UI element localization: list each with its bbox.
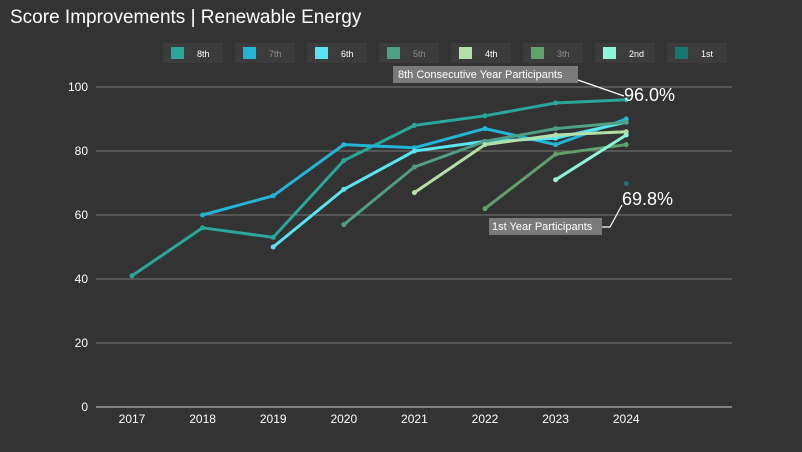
- legend-label: 6th: [341, 49, 354, 59]
- data-point: [623, 119, 629, 125]
- data-point: [553, 151, 559, 157]
- legend-swatch: [603, 47, 616, 59]
- data-point: [482, 113, 488, 119]
- legend-swatch: [459, 47, 472, 59]
- data-point: [411, 164, 417, 170]
- series-line: [554, 133, 628, 182]
- series-3th: [482, 142, 629, 212]
- legend-item-7th: 7th: [235, 43, 295, 63]
- annotation-value: 96.0%: [624, 85, 675, 105]
- y-tick-label: 0: [81, 400, 88, 414]
- data-point: [270, 234, 276, 240]
- legend-swatch: [387, 47, 400, 59]
- annotation-label: 1st Year Participants: [492, 221, 593, 233]
- legend-swatch: [171, 47, 184, 59]
- x-tick-label: 2019: [260, 412, 287, 426]
- data-point: [129, 273, 135, 279]
- data-point: [553, 132, 559, 138]
- legend-swatch: [675, 47, 688, 59]
- legend-item-2nd: 2nd: [595, 43, 655, 63]
- legend-label: 5th: [413, 49, 426, 59]
- legend-item-1st: 1st: [667, 43, 727, 63]
- series-8th: [129, 97, 629, 279]
- data-point: [553, 177, 559, 183]
- x-tick-label: 2021: [401, 412, 428, 426]
- data-point: [411, 122, 417, 128]
- y-tick-label: 60: [75, 208, 89, 222]
- legend-label: 8th: [197, 49, 210, 59]
- series-line: [412, 130, 628, 195]
- data-point: [270, 244, 276, 250]
- data-point: [341, 186, 347, 192]
- data-point: [200, 225, 206, 231]
- annotation-leader: [571, 77, 625, 97]
- legend-label: 4th: [485, 49, 498, 59]
- legend-swatch: [531, 47, 544, 59]
- data-point: [553, 100, 559, 106]
- legend-item-3th: 3th: [523, 43, 583, 63]
- data-point: [411, 190, 417, 196]
- x-tick-label: 2017: [119, 412, 146, 426]
- data-point: [623, 132, 629, 138]
- data-point: [200, 212, 206, 218]
- x-tick-label: 2018: [189, 412, 216, 426]
- legend-label: 2nd: [629, 49, 644, 59]
- x-tick-label: 2024: [613, 412, 640, 426]
- legend-swatch: [315, 47, 328, 59]
- y-tick-label: 40: [75, 272, 89, 286]
- legend-label: 7th: [269, 49, 282, 59]
- annotation-box: [393, 66, 578, 83]
- series-1st: [623, 181, 629, 187]
- data-point: [270, 193, 276, 199]
- data-point: [482, 206, 488, 212]
- legend-item-5th: 5th: [379, 43, 439, 63]
- legend-swatch: [243, 47, 256, 59]
- data-point: [341, 222, 347, 228]
- legend-item-4th: 4th: [451, 43, 511, 63]
- chart-title: Score Improvements | Renewable Energy: [10, 7, 362, 28]
- y-tick-label: 80: [75, 144, 89, 158]
- annotation-box: [489, 218, 602, 235]
- annotation-value: 69.8%: [622, 189, 673, 209]
- series-2nd: [553, 132, 629, 183]
- x-tick-label: 2023: [542, 412, 569, 426]
- x-tick-label: 2022: [472, 412, 499, 426]
- x-tick-label: 2020: [330, 412, 357, 426]
- data-point: [411, 148, 417, 154]
- data-point: [623, 181, 629, 187]
- y-tick-label: 100: [68, 80, 88, 94]
- legend-label: 3th: [557, 49, 570, 59]
- y-tick-label: 20: [75, 336, 89, 350]
- legend-label: 1st: [701, 49, 714, 59]
- data-point: [482, 126, 488, 132]
- annotation-label: 8th Consecutive Year Participants: [398, 69, 563, 81]
- data-point: [341, 142, 347, 148]
- legend-item-6th: 6th: [307, 43, 367, 63]
- data-point: [553, 126, 559, 132]
- series-line: [130, 98, 628, 278]
- data-point: [341, 158, 347, 164]
- data-point: [553, 142, 559, 148]
- data-point: [623, 97, 629, 103]
- data-point: [623, 142, 629, 148]
- legend-item-8th: 8th: [163, 43, 223, 63]
- data-point: [482, 142, 488, 148]
